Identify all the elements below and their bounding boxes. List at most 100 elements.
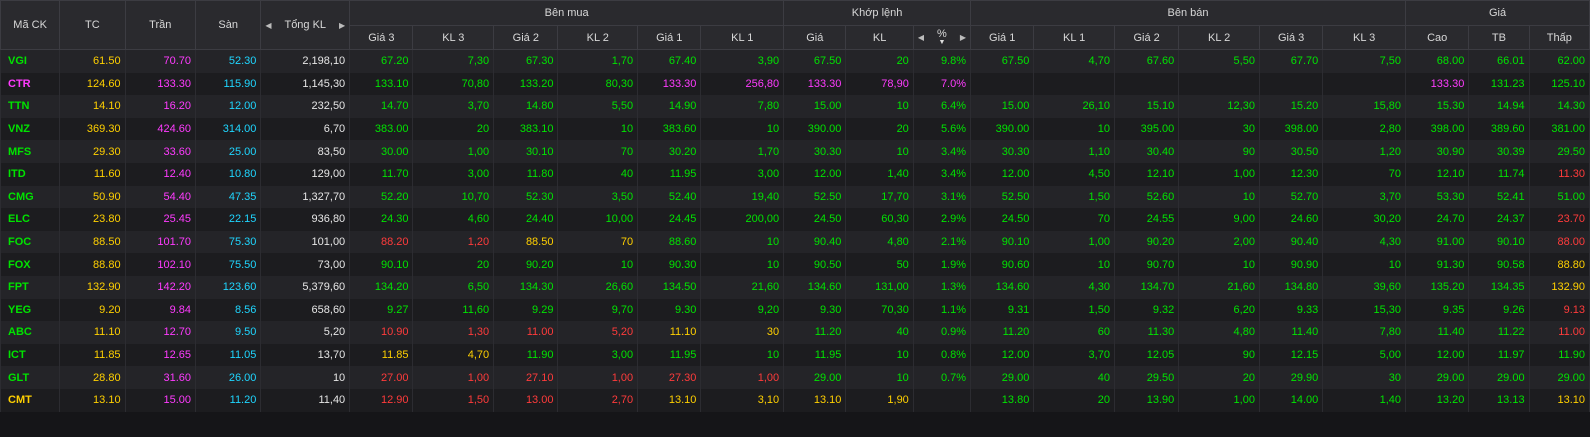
match-vol-cell: 4,80 (845, 230, 914, 254)
symbol-cell[interactable]: ELC (0, 208, 61, 231)
table-row[interactable]: ABC 11.10 12.70 9.50 5,20 10.90 1,30 11.00 5,20 1… (0, 321, 1590, 344)
match-price-cell: 90.50 (783, 253, 847, 276)
col-header-low[interactable]: Thấp (1528, 25, 1590, 50)
sort-desc-icon[interactable]: ▼ (938, 38, 946, 46)
symbol-cell[interactable]: ITD (0, 162, 61, 186)
table-row[interactable]: YEG 9.20 9.84 8.56 658,60 9.27 11,60 9.29 9,70 9.… (0, 298, 1590, 322)
col-header-buy-vol3[interactable]: KL 3 (412, 25, 495, 50)
symbol-cell[interactable]: CMT (0, 388, 61, 412)
symbol-cell[interactable]: CTR (0, 72, 61, 96)
col-header-sell-vol1[interactable]: KL 1 (1033, 25, 1115, 50)
table-row[interactable]: MFS 29.30 33.60 25.00 83,50 30.00 1,00 30.10 70 3… (0, 140, 1590, 163)
table-row[interactable]: FOX 88.80 102.10 75.50 73,00 90.10 20 90.20 10 90… (0, 253, 1590, 276)
col-header-sell-price1[interactable]: Giá 1 (970, 25, 1035, 50)
low-price-cell: 62.00 (1528, 49, 1590, 73)
symbol-cell[interactable]: CMG (0, 185, 61, 209)
sell-vol3-cell: 70 (1322, 162, 1407, 186)
floor-price-cell: 75.50 (195, 253, 262, 276)
col-header-match-price[interactable]: Giá (783, 25, 847, 50)
table-row[interactable]: ELC 23.80 25.45 22.15 936,80 24.30 4,60 24.40 10… (0, 208, 1590, 231)
table-row[interactable]: VNZ 369.30 424.60 314.00 6,70 383.00 20 383.10 1… (0, 117, 1590, 141)
col-header-sell-vol2[interactable]: KL 2 (1178, 25, 1260, 50)
col-header-sell-price2[interactable]: Giá 2 (1113, 25, 1180, 50)
group-header-buy: Bên mua (349, 0, 785, 26)
floor-price-cell: 314.00 (195, 117, 262, 141)
sell-vol3-cell: 7,50 (1322, 49, 1407, 73)
sell-price2-cell: 12.10 (1113, 162, 1180, 186)
col-header-buy-price3[interactable]: Giá 3 (349, 25, 414, 50)
col-header-floor[interactable]: Sàn (195, 0, 262, 50)
col-header-buy-vol1[interactable]: KL 1 (700, 25, 785, 50)
col-header-sell-price3[interactable]: Giá 3 (1258, 25, 1324, 50)
caret-right-icon[interactable]: ▶ (959, 33, 966, 42)
symbol-cell[interactable]: VGI (0, 49, 61, 73)
table-row[interactable]: ITD 11.60 12.40 10.80 129,00 11.70 3,00 11.80 40… (0, 162, 1590, 186)
symbol-cell[interactable]: FOC (0, 230, 61, 254)
sell-vol1-cell: 4,50 (1033, 162, 1115, 186)
caret-right-icon[interactable]: ▶ (339, 20, 346, 30)
sell-vol3-cell (1322, 72, 1407, 96)
col-header-buy-vol2[interactable]: KL 2 (557, 25, 639, 50)
symbol-cell[interactable]: ICT (0, 343, 61, 367)
col-header-buy-price2[interactable]: Giá 2 (493, 25, 559, 50)
col-header-high[interactable]: Cao (1405, 25, 1470, 50)
sell-vol3-cell: 7,80 (1322, 321, 1407, 344)
avg-price-cell: 389.60 (1468, 117, 1530, 141)
buy-price2-cell: 11.00 (493, 321, 559, 344)
avg-price-cell: 30.39 (1468, 140, 1530, 163)
buy-price2-cell: 30.10 (493, 140, 559, 163)
table-row[interactable]: CTR 124.60 133.30 115.90 1,145,30 133.10 70,80… (0, 72, 1590, 96)
high-price-cell: 135.20 (1405, 275, 1470, 299)
col-header-ceil[interactable]: Trần (124, 0, 197, 50)
table-row[interactable]: CMG 50.90 54.40 47.35 1,327,70 52.20 10,70 52.3… (0, 185, 1590, 209)
col-header-match-pct[interactable]: ◀ % ▼ ▶ (912, 25, 972, 50)
col-header-sell-vol3[interactable]: KL 3 (1322, 25, 1407, 50)
col-header-ref[interactable]: TC (59, 0, 126, 50)
buy-price1-cell: 11.10 (637, 321, 702, 344)
high-price-cell: 15.30 (1405, 95, 1470, 118)
sell-vol3-cell: 5,00 (1322, 343, 1407, 367)
table-row[interactable]: FOC 88.50 101.70 75.30 101,00 88.20 1,20 88.50 7… (0, 230, 1590, 254)
table-row[interactable]: VGI 61.50 70.70 52.30 2,198,10 67.20 7,30 67.30… (0, 49, 1590, 73)
col-header-symbol[interactable]: Mã CK (0, 0, 61, 50)
avg-price-cell: 52.41 (1468, 185, 1530, 209)
caret-left-icon[interactable]: ◀ (917, 33, 924, 42)
col-header-total-vol[interactable]: ◀ Tổng KL ▶ (260, 0, 351, 50)
symbol-cell[interactable]: FPT (0, 275, 61, 299)
caret-left-icon[interactable]: ◀ (265, 20, 272, 30)
col-header-avg[interactable]: TB (1468, 25, 1530, 50)
low-price-cell: 381.00 (1528, 117, 1590, 141)
symbol-cell[interactable]: FOX (0, 253, 61, 276)
sell-price2-cell (1113, 72, 1180, 96)
symbol-cell[interactable]: MFS (0, 140, 61, 163)
table-row[interactable]: ICT 11.85 12.65 11.05 13,70 11.85 4,70 11.90 3,0… (0, 343, 1590, 367)
symbol-cell[interactable]: ABC (0, 321, 61, 344)
high-price-cell: 9.35 (1405, 298, 1470, 322)
symbol-cell[interactable]: GLT (0, 366, 61, 389)
high-price-cell: 12.10 (1405, 162, 1470, 186)
sell-vol3-cell: 30 (1322, 366, 1407, 389)
sell-vol2-cell: 1,00 (1178, 162, 1260, 186)
symbol-cell[interactable]: TTN (0, 95, 61, 118)
sell-vol1-cell (1033, 72, 1115, 96)
col-header-match-vol[interactable]: KL (845, 25, 914, 50)
col-header-buy-price1[interactable]: Giá 1 (637, 25, 702, 50)
table-row[interactable]: FPT 132.90 142.20 123.60 5,379,60 134.20 6,50 1… (0, 275, 1590, 299)
table-row[interactable]: GLT 28.80 31.60 26.00 10 27.00 1,00 27.10 1,00 27… (0, 366, 1590, 389)
table-row[interactable]: CMT 13.10 15.00 11.20 11,40 12.90 1,50 13.00 2,7… (0, 388, 1590, 412)
buy-price2-cell: 9.29 (493, 298, 559, 322)
high-price-cell: 91.00 (1405, 230, 1470, 254)
table-row[interactable]: TTN 14.10 16.20 12.00 232,50 14.70 3,70 14.80 5,… (0, 95, 1590, 118)
buy-price2-cell: 134.30 (493, 275, 559, 299)
low-price-cell: 88.80 (1528, 253, 1590, 276)
buy-price2-cell: 88.50 (493, 230, 559, 254)
buy-vol3-cell: 1,20 (412, 230, 495, 254)
sell-price1-cell: 29.00 (970, 366, 1035, 389)
symbol-cell[interactable]: VNZ (0, 117, 61, 141)
sell-vol2-cell: 2,00 (1178, 230, 1260, 254)
buy-price2-cell: 52.30 (493, 185, 559, 209)
avg-price-cell: 90.10 (1468, 230, 1530, 254)
sell-price3-cell: 14.00 (1258, 388, 1324, 412)
symbol-cell[interactable]: YEG (0, 298, 61, 322)
sell-price3-cell: 15.20 (1258, 95, 1324, 118)
